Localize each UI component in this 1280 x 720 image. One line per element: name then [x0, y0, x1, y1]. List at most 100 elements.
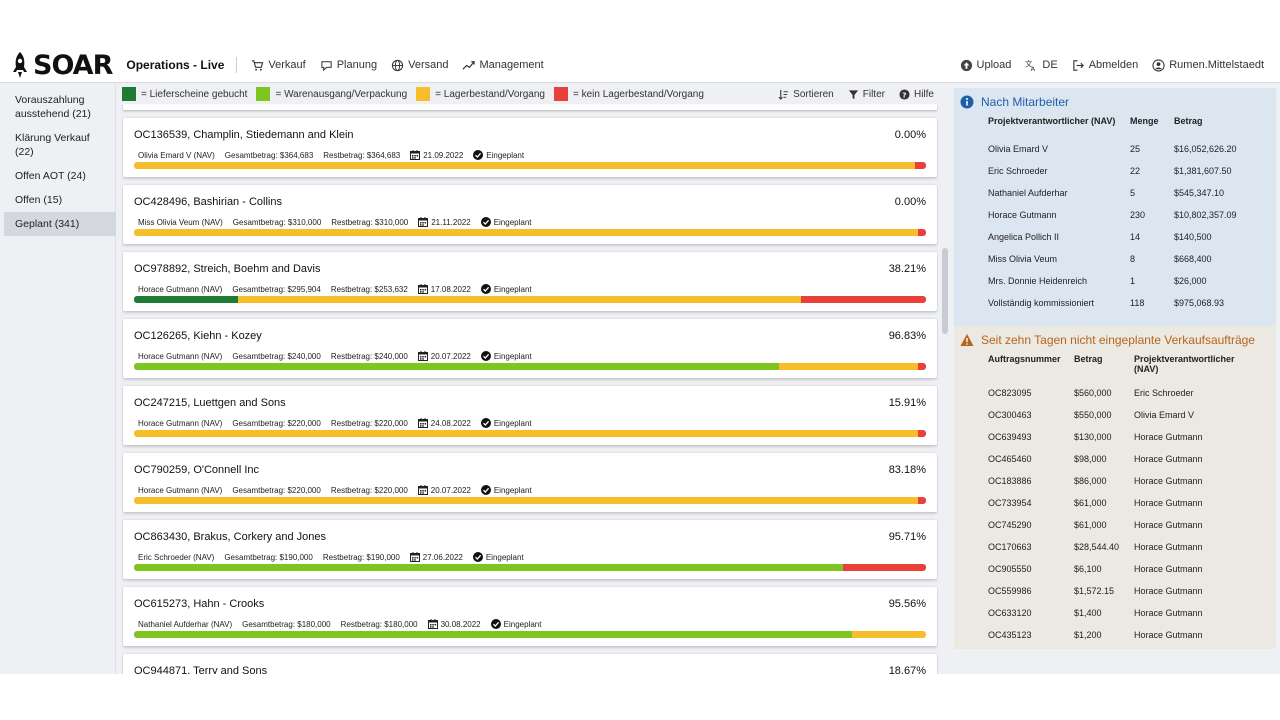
- employee-row[interactable]: Mrs. Donnie Heidenreich 1 $26,000: [984, 270, 1241, 292]
- employee-row[interactable]: Miss Olivia Veum 8 $668,400: [984, 248, 1241, 270]
- employee-cell: Angelica Pollich II: [988, 232, 1060, 242]
- employee-row[interactable]: Olivia Emard V 25 $16,052,626.20: [984, 138, 1241, 160]
- order-card[interactable]: OC615273, Hahn - Crooks 95.56% Nathaniel A…: [123, 587, 937, 646]
- order-title[interactable]: OC247215, Luettgen and Sons: [134, 397, 286, 409]
- calendar-icon: [427, 619, 438, 629]
- upload-button[interactable]: Upload: [960, 59, 1011, 72]
- employee-row[interactable]: Eric Schroeder 22 $1,381,607.50: [984, 160, 1241, 182]
- unplanned-col-header[interactable]: Projektverantwortlicher (NAV): [1134, 354, 1235, 374]
- order-card[interactable]: OC136539, Champlin, Stiedemann and Klein…: [123, 118, 937, 177]
- order-title[interactable]: OC126265, Kiehn - Kozey: [134, 330, 262, 342]
- unplanned-cell: Horace Gutmann: [1134, 476, 1203, 486]
- sidebar-item-offen-aot[interactable]: Offen AOT (24): [15, 170, 86, 182]
- unplanned-row[interactable]: OC559986 $1,572.15 Horace Gutmann: [984, 580, 1240, 602]
- unplanned-row[interactable]: OC823095 $560,000 Eric Schroeder: [984, 382, 1240, 404]
- order-card[interactable]: OC978892, Streich, Boehm and Davis 38.21%…: [123, 252, 937, 311]
- unplanned-row[interactable]: OC183886 $86,000 Horace Gutmann: [984, 470, 1240, 492]
- employee-row[interactable]: Angelica Pollich II 14 $140,500: [984, 226, 1241, 248]
- order-card[interactable]: OC247215, Luettgen and Sons 15.91% Horace …: [123, 386, 937, 445]
- unplanned-row[interactable]: OC300463 $550,000 Olivia Emard V: [984, 404, 1240, 426]
- help-button[interactable]: ? Hilfe: [899, 89, 934, 100]
- unplanned-row[interactable]: OC733954 $61,000 Horace Gutmann: [984, 492, 1240, 514]
- order-progress-bar: [134, 564, 926, 571]
- order-owner: Horace Gutmann (NAV): [138, 485, 223, 495]
- sort-button[interactable]: Sortieren: [778, 89, 834, 100]
- order-meta: Olivia Emard V (NAV) Gesamtbetrag: $364,6…: [138, 150, 534, 160]
- unplanned-row[interactable]: OC633120 $1,400 Horace Gutmann: [984, 602, 1240, 624]
- nav-versand[interactable]: Versand: [391, 59, 448, 72]
- order-list[interactable]: OC136539, Champlin, Stiedemann and Klein…: [122, 104, 938, 674]
- order-card[interactable]: OC944871, Terry and Sons 18.67%: [123, 654, 937, 674]
- app-title: Operations - Live: [126, 57, 238, 73]
- order-total: Gesamtbetrag: $364,683: [224, 150, 314, 160]
- logo[interactable]: SOAR: [9, 48, 113, 83]
- employee-row[interactable]: Horace Gutmann 230 $10,802,357.09: [984, 204, 1241, 226]
- rocket-icon: [13, 52, 27, 78]
- employee-cell: 1: [1130, 276, 1136, 286]
- calendar-icon: [417, 284, 428, 294]
- user-icon: [1152, 58, 1165, 72]
- filter-label: Filter: [862, 88, 885, 100]
- unplanned-col-header[interactable]: Betrag: [1074, 354, 1103, 364]
- order-title[interactable]: OC428496, Bashirian - Collins: [134, 196, 282, 208]
- order-card[interactable]: OC790259, O'Connell Inc 83.18% Horace Gutm…: [123, 453, 937, 512]
- legend-item: = Warenausgang/Verpackung: [256, 87, 407, 101]
- unplanned-cell: $560,000: [1074, 388, 1112, 398]
- order-title[interactable]: OC136539, Champlin, Stiedemann and Klein: [134, 129, 354, 141]
- employee-panel-title: Nach Mitarbeiter: [981, 95, 1070, 109]
- order-title[interactable]: OC944871, Terry and Sons: [134, 665, 268, 674]
- app-frame: SOAR Operations - Live Verkauf Planung V…: [0, 48, 1280, 674]
- sidebar-item-geplant[interactable]: Geplant (341): [4, 212, 116, 236]
- unplanned-cell: $61,000: [1074, 520, 1107, 530]
- unplanned-row[interactable]: OC170663 $28,544.40 Horace Gutmann: [984, 536, 1240, 558]
- top-navbar: SOAR Operations - Live Verkauf Planung V…: [0, 48, 1280, 83]
- check-circle-icon: [480, 217, 491, 227]
- unplanned-row[interactable]: OC905550 $6,100 Horace Gutmann: [984, 558, 1240, 580]
- unplanned-row[interactable]: OC745290 $61,000 Horace Gutmann: [984, 514, 1240, 536]
- employee-col-header[interactable]: Projektverantwortlicher (NAV): [988, 116, 1116, 126]
- sidebar-item-offen[interactable]: Offen (15): [15, 194, 63, 206]
- user-menu[interactable]: Rumen.Mittelstaedt: [1152, 58, 1264, 72]
- order-status: Eingeplant: [486, 150, 525, 160]
- order-title[interactable]: OC790259, O'Connell Inc: [134, 464, 260, 476]
- employee-cell: $140,500: [1174, 232, 1212, 242]
- filter-button[interactable]: Filter: [848, 89, 885, 100]
- legend-label: = kein Lagerbestand/Vorgang: [572, 88, 704, 100]
- unplanned-row[interactable]: OC435123 $1,200 Horace Gutmann: [984, 624, 1240, 646]
- order-title[interactable]: OC615273, Hahn - Crooks: [134, 598, 265, 610]
- nav-management[interactable]: Management: [462, 59, 544, 72]
- employee-row[interactable]: Nathaniel Aufderhar 5 $545,347.10: [984, 182, 1241, 204]
- list-scrollbar[interactable]: [942, 248, 948, 334]
- logout-button[interactable]: Abmelden: [1072, 59, 1138, 72]
- help-label: Hilfe: [913, 88, 934, 100]
- nav-planung[interactable]: Planung: [320, 59, 377, 72]
- unplanned-col-header[interactable]: Auftragsnummer: [988, 354, 1061, 364]
- employee-row[interactable]: Vollständig kommissioniert 118 $975,068.93: [984, 292, 1241, 314]
- calendar-icon: [409, 552, 420, 562]
- order-title[interactable]: OC863430, Brakus, Corkery and Jones: [134, 531, 326, 543]
- nav-verkauf[interactable]: Verkauf: [251, 59, 306, 72]
- legend-item: = Lieferscheine gebucht: [122, 87, 247, 101]
- legend-swatch-red: [553, 87, 568, 101]
- order-card[interactable]: OC126265, Kiehn - Kozey 96.83% Horace Gutm…: [123, 319, 937, 378]
- order-card[interactable]: OC428496, Bashirian - Collins 0.00% Miss O…: [123, 185, 937, 244]
- employee-cell: Vollständig kommissioniert: [988, 298, 1095, 308]
- unplanned-cell: OC733954: [988, 498, 1032, 508]
- sidebar-item-vorauszahlung[interactable]: Vorauszahlung ausstehend (21): [15, 94, 91, 120]
- order-title[interactable]: OC978892, Streich, Boehm and Davis: [134, 263, 321, 275]
- order-card[interactable]: OC863430, Brakus, Corkery and Jones 95.71…: [123, 520, 937, 579]
- unplanned-cell: OC183886: [988, 476, 1032, 486]
- employee-col-header[interactable]: Menge: [1130, 116, 1159, 126]
- svg-text:文: 文: [1025, 59, 1033, 68]
- calendar-icon: [417, 485, 428, 495]
- progress-segment: [134, 296, 238, 303]
- unplanned-row[interactable]: OC639493 $130,000 Horace Gutmann: [984, 426, 1240, 448]
- order-progress-bar: [134, 430, 926, 437]
- unplanned-cell: $1,400: [1074, 608, 1102, 618]
- unplanned-row[interactable]: OC465460 $98,000 Horace Gutmann: [984, 448, 1240, 470]
- progress-segment: [918, 497, 926, 504]
- employee-col-header[interactable]: Betrag: [1174, 116, 1203, 126]
- sidebar-item-klaerung-verkauf[interactable]: Klärung Verkauf (22): [15, 132, 90, 158]
- check-circle-icon: [480, 485, 491, 495]
